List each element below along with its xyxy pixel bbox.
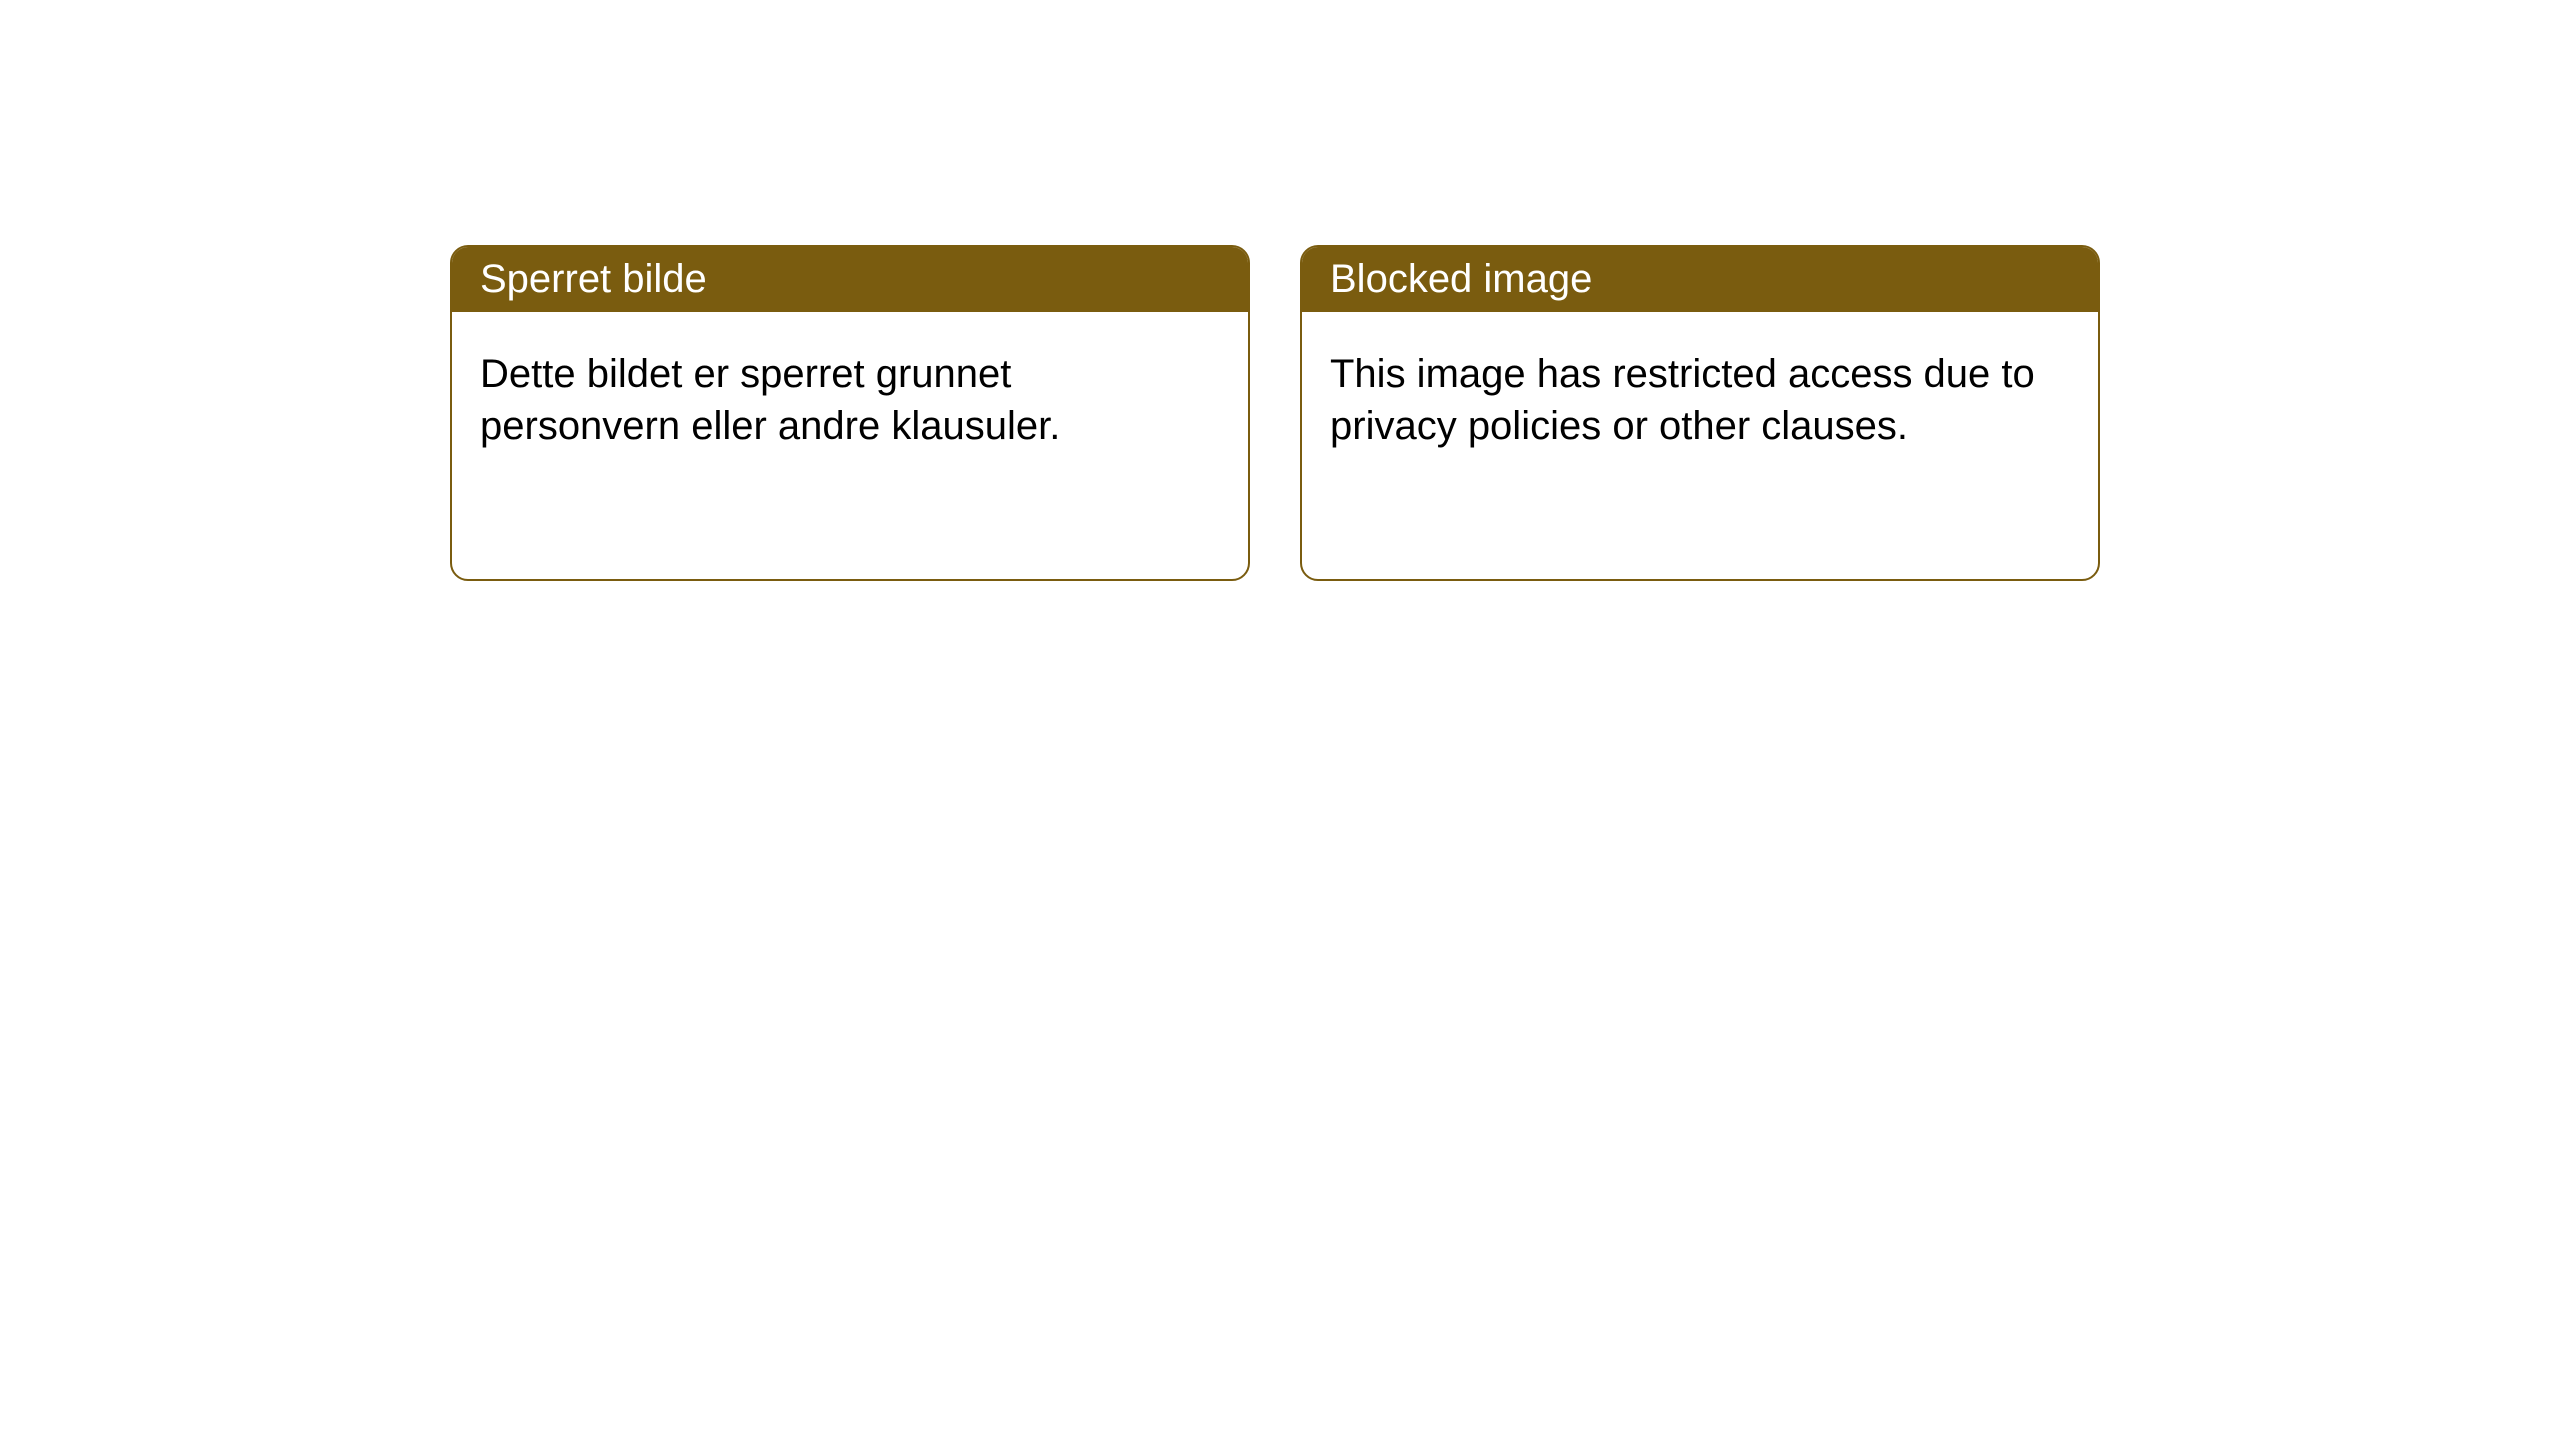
notice-header-norwegian: Sperret bilde (452, 247, 1248, 312)
notice-header-english: Blocked image (1302, 247, 2098, 312)
notice-text: This image has restricted access due to … (1330, 352, 2035, 448)
notice-text: Dette bildet er sperret grunnet personve… (480, 352, 1060, 448)
notice-body-english: This image has restricted access due to … (1302, 312, 2098, 488)
notice-box-english: Blocked image This image has restricted … (1300, 245, 2100, 581)
notice-box-norwegian: Sperret bilde Dette bildet er sperret gr… (450, 245, 1250, 581)
notices-container: Sperret bilde Dette bildet er sperret gr… (450, 245, 2100, 581)
notice-body-norwegian: Dette bildet er sperret grunnet personve… (452, 312, 1248, 488)
notice-title: Sperret bilde (480, 257, 707, 301)
notice-title: Blocked image (1330, 257, 1592, 301)
